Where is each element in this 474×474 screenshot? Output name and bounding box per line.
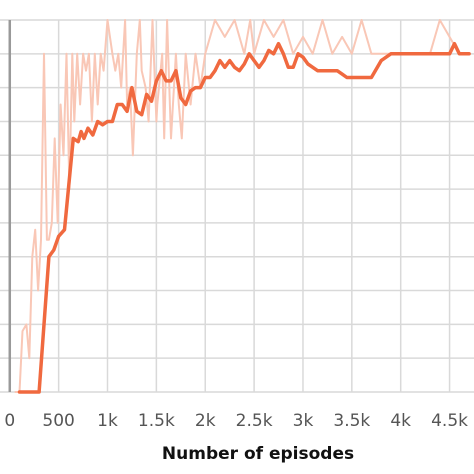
x-axis-title: Number of episodes xyxy=(162,444,354,464)
x-tick-label: 4k xyxy=(390,411,411,431)
x-tick-label: 3k xyxy=(293,411,314,431)
x-tick-label: 0 xyxy=(4,411,15,431)
raw-series xyxy=(15,20,460,392)
x-tick-label: 4.5k xyxy=(431,411,468,431)
smoothed-series-line xyxy=(20,44,470,392)
raw-series-line xyxy=(15,20,460,392)
smoothed-series xyxy=(20,44,470,392)
x-tick-labels: 0 500 1k 1.5k 2k 2.5k 3k 3.5k 4k 4.5k xyxy=(4,411,468,431)
x-tick-label: 1k xyxy=(97,411,118,431)
x-tick-label: 500 xyxy=(42,411,74,431)
x-tick-label: 1.5k xyxy=(138,411,175,431)
x-tick-label: 3.5k xyxy=(333,411,370,431)
x-tick-label: 2k xyxy=(195,411,216,431)
x-tick-label: 2.5k xyxy=(236,411,273,431)
